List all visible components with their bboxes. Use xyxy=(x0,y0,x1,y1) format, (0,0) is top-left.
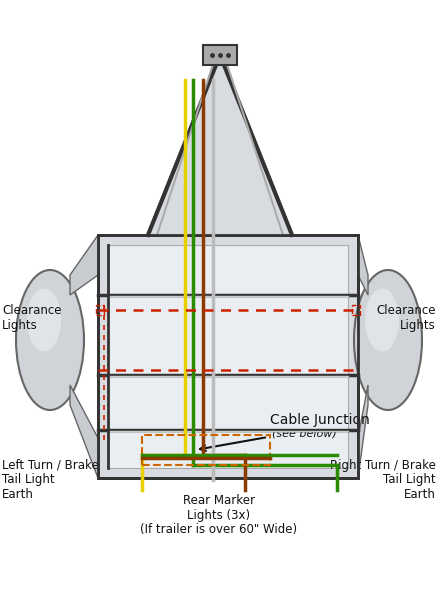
Ellipse shape xyxy=(27,288,61,352)
Ellipse shape xyxy=(354,270,422,410)
Bar xyxy=(203,45,237,65)
Text: Clearance
Lights: Clearance Lights xyxy=(2,304,61,332)
Text: (see below): (see below) xyxy=(272,428,337,438)
Polygon shape xyxy=(70,235,98,295)
Bar xyxy=(142,435,270,465)
Text: Right Turn / Brake
Tail Light
Earth: Right Turn / Brake Tail Light Earth xyxy=(330,458,436,501)
Polygon shape xyxy=(148,55,292,235)
Polygon shape xyxy=(358,385,368,478)
Bar xyxy=(98,235,358,478)
Bar xyxy=(96,305,104,315)
Polygon shape xyxy=(70,385,98,478)
Text: Left Turn / Brake
Tail Light
Earth: Left Turn / Brake Tail Light Earth xyxy=(2,458,99,501)
Text: Clearance
Lights: Clearance Lights xyxy=(377,304,436,332)
Text: Rear Marker
Lights (3x)
(If trailer is over 60" Wide): Rear Marker Lights (3x) (If trailer is o… xyxy=(141,494,297,536)
Bar xyxy=(98,235,358,478)
Polygon shape xyxy=(358,235,368,295)
Bar xyxy=(108,245,348,468)
Text: Cable Junction: Cable Junction xyxy=(270,413,370,427)
Bar xyxy=(352,305,360,315)
Ellipse shape xyxy=(365,288,399,352)
Ellipse shape xyxy=(16,270,84,410)
